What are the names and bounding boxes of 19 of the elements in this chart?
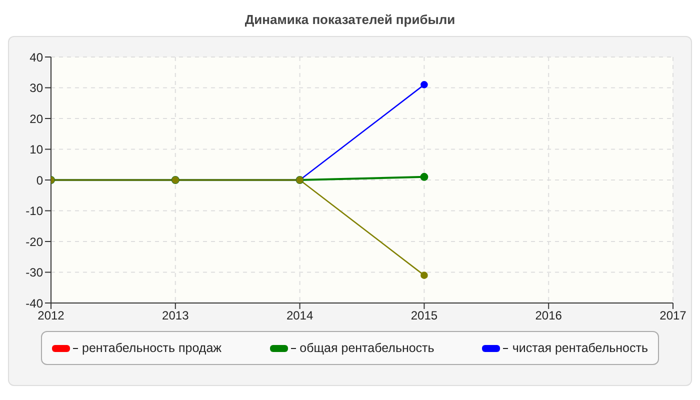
y-tick-label: 0 — [36, 173, 44, 188]
y-tick-label: 40 — [30, 50, 44, 64]
y-tick-label: -10 — [26, 204, 44, 218]
y-tick-label: 30 — [30, 81, 44, 96]
x-tick-label: 2013 — [162, 308, 190, 323]
y-tick-label: -30 — [26, 266, 44, 280]
legend-label: чистая рентабельность — [502, 341, 648, 355]
y-tick-label: -40 — [26, 296, 44, 310]
legend-label: общая рентабельность — [290, 341, 434, 355]
x-tick-label: 2017 — [660, 308, 687, 323]
x-tick-label: 2012 — [38, 308, 65, 323]
y-tick-label: -20 — [26, 234, 44, 249]
chart-title: Динамика показателей прибыли — [244, 11, 456, 29]
legend-label: рентабельность продаж — [72, 341, 222, 355]
x-tick-label: 2015 — [410, 308, 438, 323]
y-tick-label: 10 — [30, 142, 44, 157]
y-tick-label: 20 — [30, 112, 44, 126]
x-tick-label: 2016 — [535, 308, 562, 323]
x-tick-label: 2014 — [286, 308, 314, 323]
